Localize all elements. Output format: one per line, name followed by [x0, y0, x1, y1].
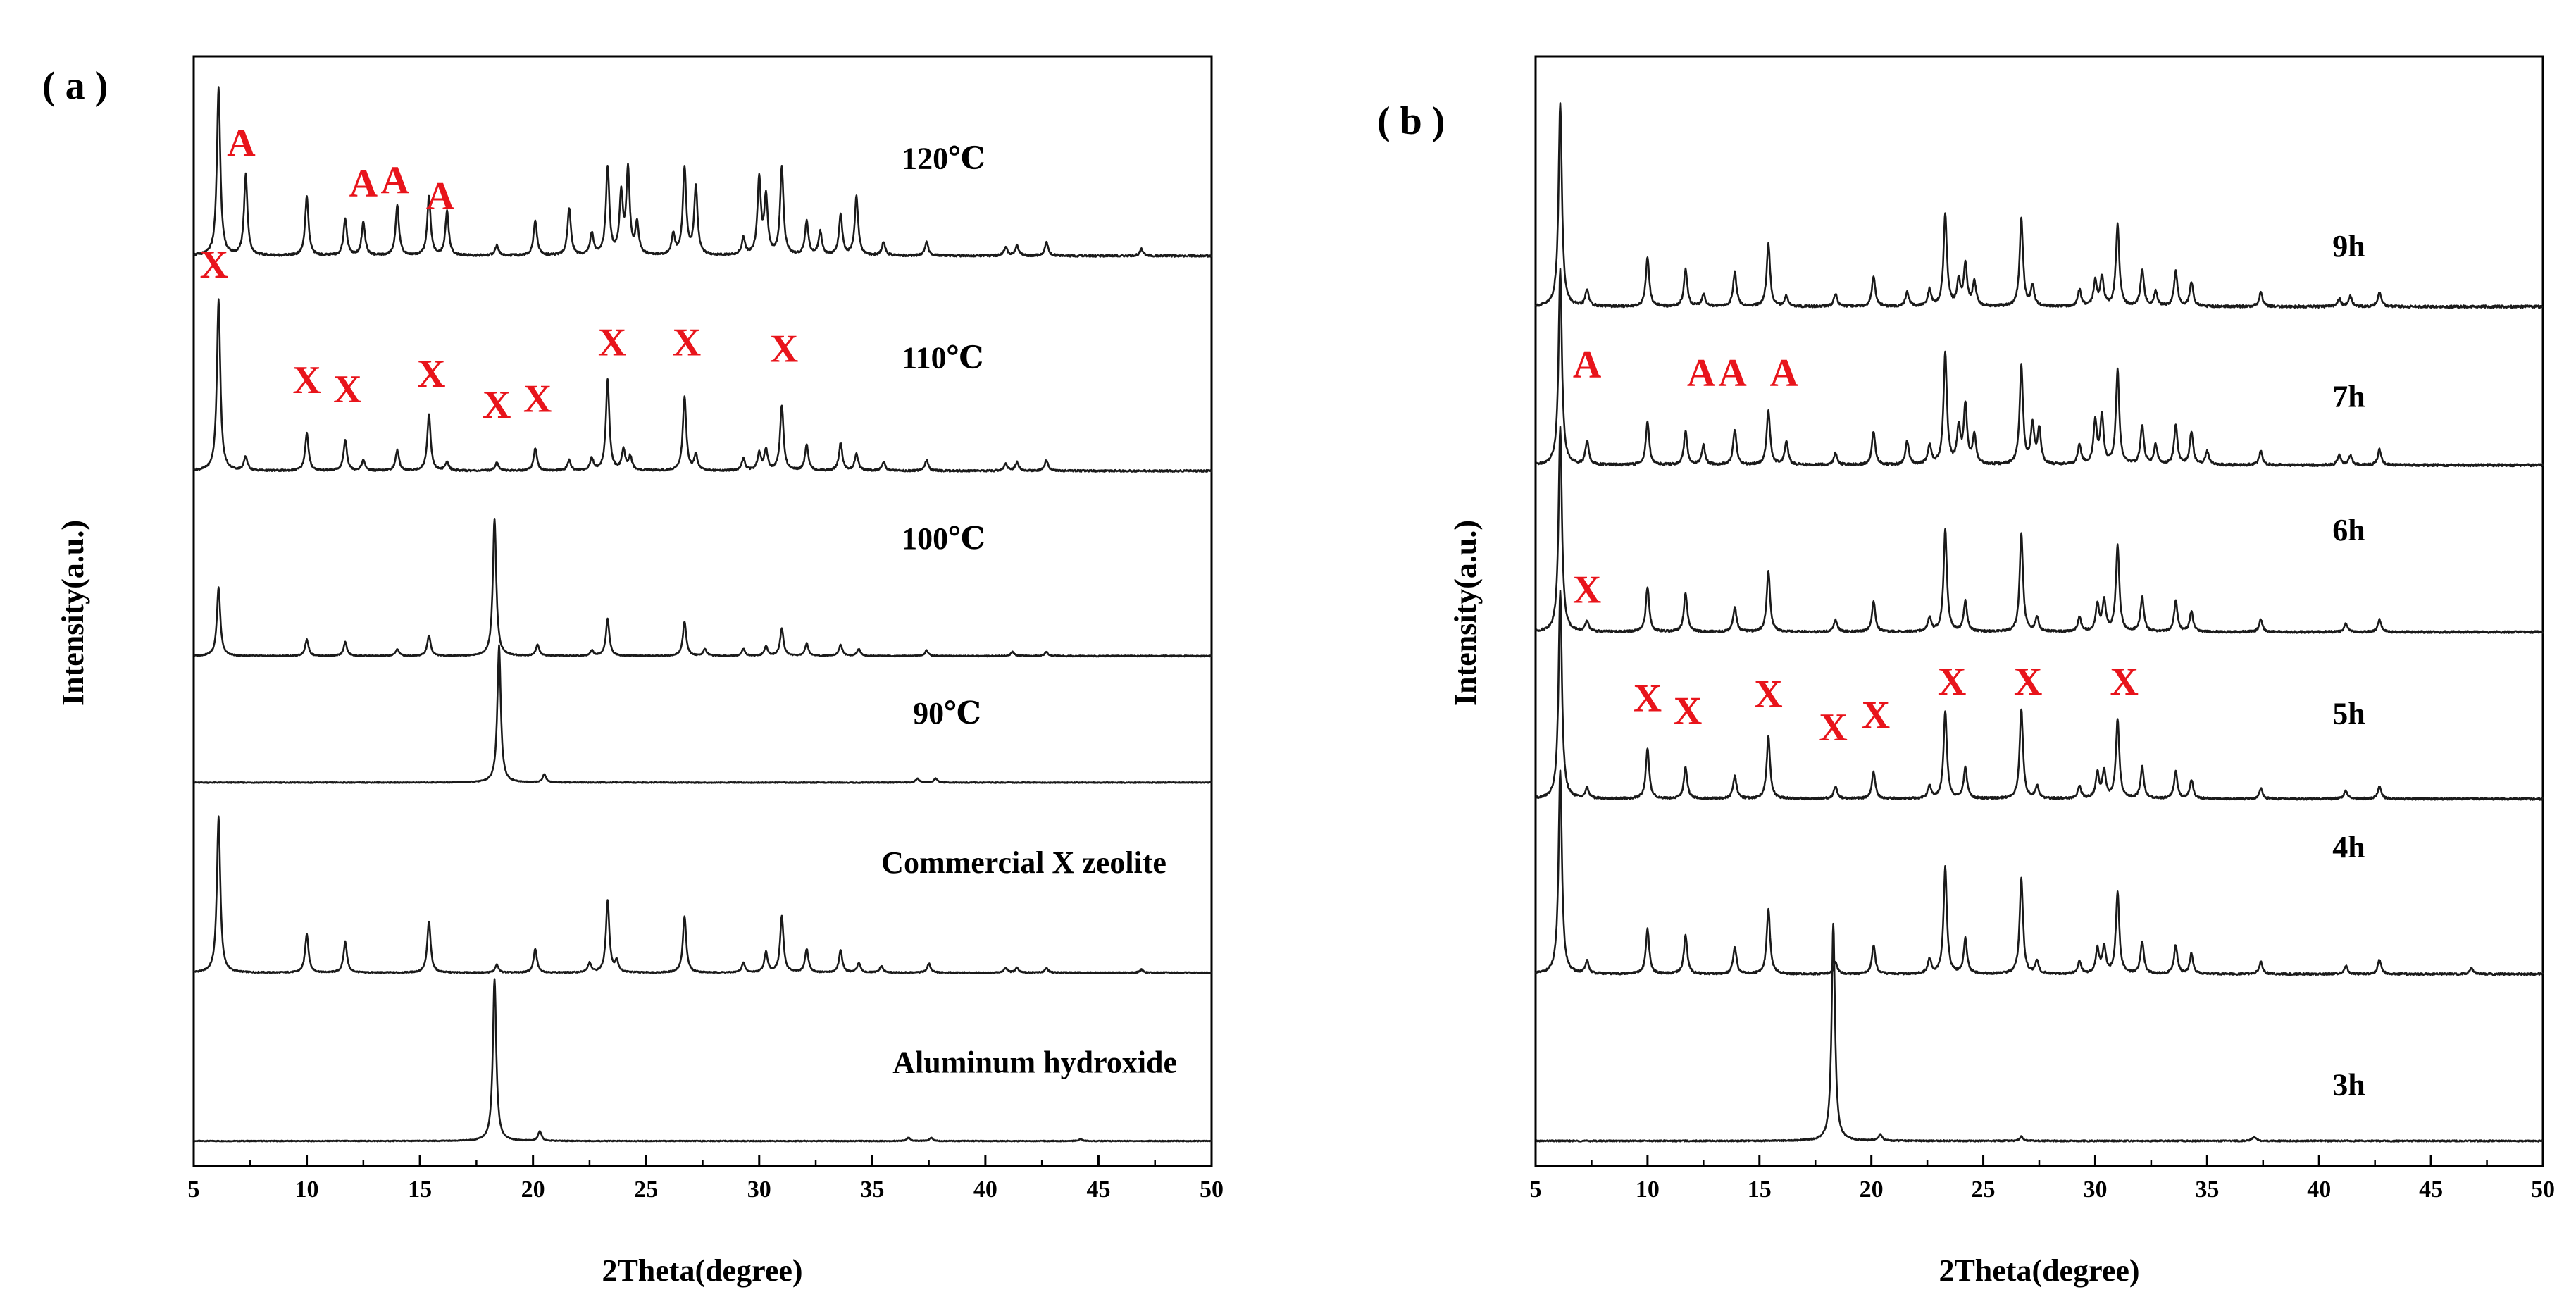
xrd-trace-5 [1535, 268, 2544, 468]
xrd-trace-3 [193, 644, 1212, 784]
x-tick-label: 20 [1860, 1177, 1884, 1203]
peak-marker-x: X [292, 359, 321, 402]
x-tick-label: 30 [747, 1177, 771, 1203]
x-tick-label: 30 [2083, 1177, 2107, 1203]
x-tick-label: 35 [860, 1177, 884, 1203]
peak-marker-x: X [483, 383, 511, 427]
xrd-trace-6 [1534, 102, 2544, 309]
xrd-trace-4 [193, 518, 1212, 658]
x-tick-label: 15 [1748, 1177, 1772, 1203]
xrd-trace-5 [192, 298, 1213, 473]
x-axis-label: 2Theta(degree) [602, 1253, 802, 1288]
peak-marker-a: A [349, 162, 378, 206]
series-label: 90℃ [913, 696, 981, 731]
peak-marker-x: X [598, 321, 626, 365]
peak-marker-x: X [1634, 677, 1662, 721]
xrd-trace-2 [1534, 769, 2544, 976]
peak-marker-a: A [381, 159, 410, 203]
peak-marker-x: X [1573, 569, 1601, 612]
series-label: 6h [2332, 513, 2365, 547]
x-tick-label: 10 [1636, 1177, 1660, 1203]
panel-label: ( a ) [42, 64, 108, 108]
series-label: 120℃ [902, 141, 985, 175]
series-label: 5h [2332, 696, 2365, 731]
x-tick-label: 25 [1972, 1177, 1996, 1203]
xrd-trace-1 [1535, 922, 2544, 1143]
x-tick-label: 20 [521, 1177, 545, 1203]
y-axis-label: Intensity(a.u.) [56, 520, 90, 706]
x-tick-label: 5 [1530, 1177, 1542, 1203]
peak-marker-a: A [426, 175, 455, 218]
peak-marker-x: X [417, 352, 445, 396]
panel-label: ( b ) [1377, 99, 1445, 143]
x-tick-label: 5 [188, 1177, 200, 1203]
series-label: 110℃ [902, 340, 983, 375]
x-tick-label: 40 [973, 1177, 997, 1203]
peak-marker-a: A [1770, 352, 1799, 395]
x-tick-label: 40 [2307, 1177, 2331, 1203]
peak-marker-x: X [200, 243, 228, 287]
xrd-trace-1 [192, 978, 1212, 1143]
x-tick-label: 10 [295, 1177, 319, 1203]
x-tick-label: 35 [2195, 1177, 2219, 1203]
series-label: Aluminum hydroxide [892, 1045, 1177, 1079]
x-tick-label: 50 [2531, 1177, 2555, 1203]
xrd-trace-4 [1534, 426, 2544, 634]
peak-marker-x: X [1819, 706, 1847, 750]
xrd-trace-3 [1535, 590, 2544, 801]
x-tick-label: 45 [1086, 1177, 1110, 1203]
x-tick-label: 50 [1200, 1177, 1224, 1203]
peak-marker-a: A [1687, 352, 1716, 395]
peak-marker-x: X [1754, 673, 1782, 716]
panel-b: 5 10 15 20 25 30 35 40 45 50 2Theta(degree) Intensi… [1377, 55, 2555, 1288]
peak-marker-x: X [1674, 689, 1702, 733]
y-axis-label: Intensity(a.u.) [1448, 520, 1483, 706]
peak-marker-x: X [673, 321, 701, 365]
panel-a: 5 10 15 20 25 30 35 40 45 50 2Theta(degree) Intensi… [42, 55, 1224, 1288]
peak-marker-x: X [1938, 660, 1966, 704]
x-axis-label: 2Theta(degree) [1939, 1253, 2139, 1288]
series-label: 4h [2332, 830, 2365, 864]
series-label: 7h [2332, 379, 2365, 414]
peak-marker-x: X [770, 328, 798, 371]
peak-marker-x: X [333, 368, 361, 411]
peak-marker-x: X [1862, 693, 1890, 737]
xrd-trace-6 [193, 86, 1213, 258]
x-tick-label: 15 [408, 1177, 432, 1203]
peak-marker-x: X [2110, 660, 2139, 704]
peak-marker-a: A [1573, 343, 1602, 387]
series-label: 3h [2332, 1067, 2365, 1102]
peak-marker-x: X [2014, 660, 2042, 704]
peak-marker-a: A [227, 122, 256, 166]
series-label: 100℃ [902, 521, 985, 556]
x-tick-label: 45 [2419, 1177, 2443, 1203]
series-label: Commercial X zeolite [881, 845, 1166, 880]
x-tick-label: 25 [634, 1177, 658, 1203]
xrd-trace-2 [192, 815, 1212, 974]
series-label: 9h [2332, 229, 2365, 263]
peak-marker-a: A [1718, 352, 1747, 395]
peak-marker-x: X [523, 377, 552, 421]
